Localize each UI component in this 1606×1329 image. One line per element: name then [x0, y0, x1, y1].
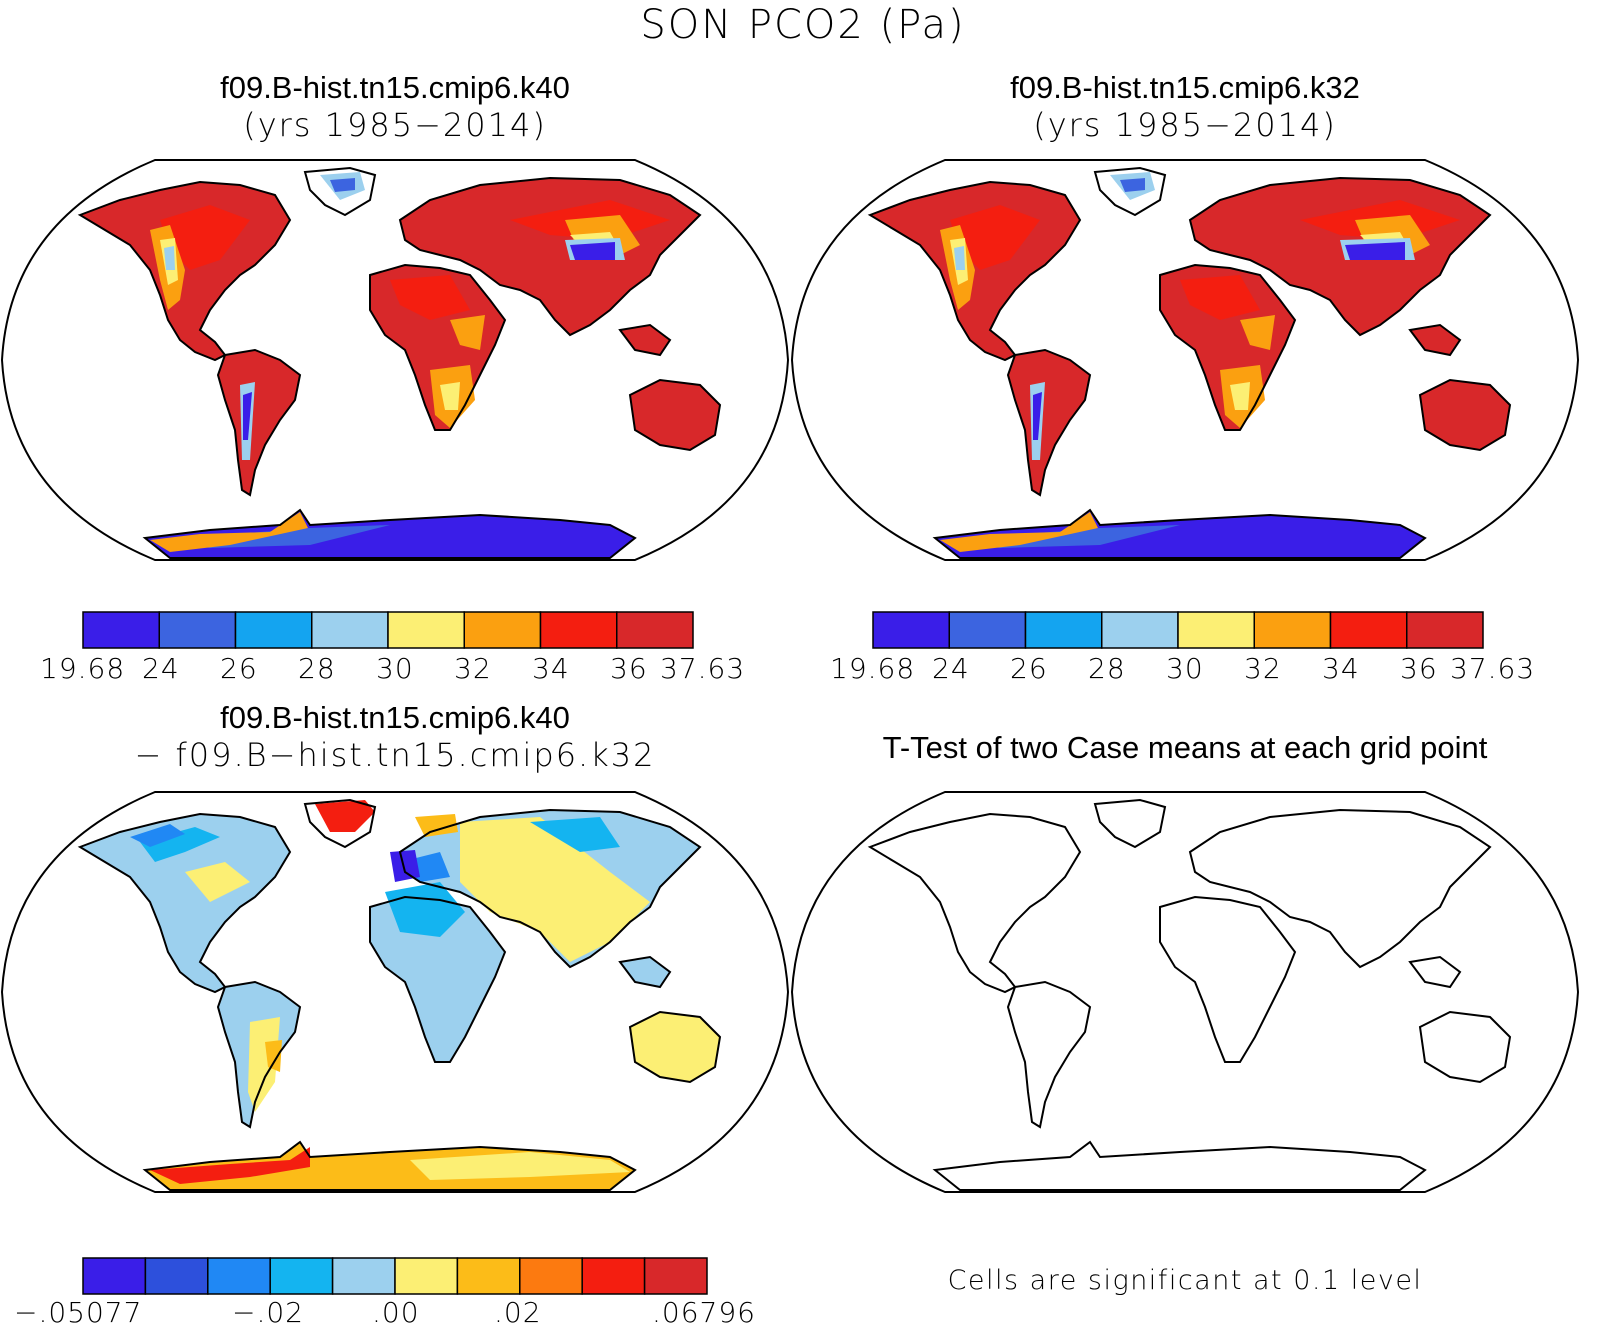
colorbar-2-tick-8: 37.63 — [1450, 652, 1536, 685]
colorbar-3-swatch-4 — [331, 1257, 396, 1295]
colorbar-2-swatch-7 — [1406, 611, 1484, 649]
colorbar-3-swatch-6 — [456, 1257, 521, 1295]
colorbar-3-swatch-0 — [82, 1257, 147, 1295]
colorbar-2-tick-2: 26 — [1010, 652, 1048, 685]
colorbar-3-swatch-5 — [394, 1257, 459, 1295]
figure-title: SON PCO2 (Pa) — [640, 2, 966, 48]
colorbar-1-svg — [82, 611, 694, 649]
colorbar-1-tick-8: 37.63 — [660, 652, 746, 685]
panel-1-title: f09.B-hist.tn15.cmip6.k40 (yrs 1985−2014… — [0, 70, 790, 144]
colorbar-3-swatch-2 — [207, 1257, 271, 1295]
colorbar-2-swatch-4 — [1177, 611, 1255, 649]
colorbar-3-swatch-3 — [269, 1257, 334, 1295]
colorbar-1 — [82, 611, 712, 654]
colorbar-3-swatch-9 — [643, 1257, 708, 1295]
colorbar-2-tick-6: 34 — [1322, 652, 1360, 685]
colorbar-3-swatch-8 — [581, 1257, 646, 1295]
panel-3-title-line1: f09.B-hist.tn15.cmip6.k40 — [220, 700, 570, 735]
significance-note: Cells are significant at 0.1 level — [947, 1265, 1423, 1296]
panel-3-map-svg — [0, 791, 790, 1193]
colorbar-1-swatch-6 — [539, 611, 618, 649]
colorbar-2-tick-0: 19.68 — [830, 652, 916, 685]
colorbar-3-tick-0: −.05077 — [14, 1296, 143, 1329]
panel-3-map — [0, 790, 792, 1194]
colorbar-2-swatch-0 — [872, 611, 950, 649]
colorbar-3-tick-4: .06796 — [652, 1296, 756, 1329]
colorbar-2-tick-7: 36 — [1400, 652, 1438, 685]
colorbar-2-swatch-6 — [1329, 611, 1408, 649]
colorbar-2-swatch-1 — [948, 611, 1027, 649]
panel-2-title: f09.B-hist.tn15.cmip6.k32 (yrs 1985−2014… — [790, 70, 1580, 144]
colorbar-2-tick-3: 28 — [1088, 652, 1126, 685]
panel-1-title-line1: f09.B-hist.tn15.cmip6.k40 — [220, 70, 570, 105]
panel-4-map — [790, 790, 1582, 1194]
panel-4-title: T-Test of two Case means at each grid po… — [790, 730, 1580, 766]
colorbar-2-tick-1: 24 — [932, 652, 970, 685]
panel-2-title-line2: (yrs 1985−2014) — [1033, 106, 1337, 144]
colorbar-1-swatch-0 — [82, 611, 160, 649]
colorbar-2-swatch-3 — [1101, 611, 1179, 649]
colorbar-2-tick-5: 32 — [1244, 652, 1282, 685]
colorbar-3-tick-3: .02 — [494, 1296, 542, 1329]
colorbar-1-swatch-2 — [234, 611, 313, 649]
colorbar-1-tick-1: 24 — [142, 652, 180, 685]
colorbar-2-svg — [872, 611, 1484, 649]
colorbar-3-swatch-1 — [144, 1257, 209, 1295]
panel-2-map-svg — [790, 159, 1580, 561]
panel-1-map-svg — [0, 159, 790, 561]
colorbar-2-tick-4: 30 — [1166, 652, 1204, 685]
colorbar-1-tick-4: 30 — [376, 652, 414, 685]
colorbar-1-tick-2: 26 — [220, 652, 258, 685]
colorbar-3-tick-1: −.02 — [232, 1296, 304, 1329]
colorbar-3 — [82, 1257, 722, 1300]
colorbar-2-swatch-5 — [1253, 611, 1332, 649]
colorbar-1-swatch-5 — [463, 611, 542, 649]
colorbar-1-swatch-4 — [387, 611, 465, 649]
panel-4-map-svg — [790, 791, 1580, 1193]
colorbar-1-tick-0: 19.68 — [40, 652, 126, 685]
colorbar-1-swatch-1 — [158, 611, 237, 649]
colorbar-2-ticks: 19.68 24 26 28 30 32 34 36 37.63 — [790, 652, 1580, 688]
panel-2-map — [790, 158, 1582, 562]
colorbar-3-tick-2: .00 — [372, 1296, 420, 1329]
colorbar-1-tick-7: 36 — [610, 652, 648, 685]
colorbar-1-swatch-7 — [616, 611, 694, 649]
colorbar-3-ticks: −.05077 −.02 .00 .02 .06796 — [0, 1296, 790, 1329]
colorbar-1-tick-6: 34 — [532, 652, 570, 685]
panel-2-title-line1: f09.B-hist.tn15.cmip6.k32 — [1010, 70, 1360, 105]
colorbar-2 — [872, 611, 1502, 654]
panel-1-map — [0, 158, 792, 562]
colorbar-3-svg — [82, 1257, 708, 1295]
colorbar-1-tick-5: 32 — [454, 652, 492, 685]
colorbar-3-swatch-7 — [519, 1257, 583, 1295]
panel-1-title-line2: (yrs 1985−2014) — [243, 106, 547, 144]
panel-3-title-line2: − f09.B−hist.tn15.cmip6.k32 — [134, 736, 656, 774]
panel-3-title: f09.B-hist.tn15.cmip6.k40 − f09.B−hist.t… — [0, 700, 790, 774]
panel-4-title-line1: T-Test of two Case means at each grid po… — [882, 730, 1488, 765]
colorbar-1-tick-3: 28 — [298, 652, 336, 685]
colorbar-1-swatch-3 — [311, 611, 389, 649]
colorbar-2-swatch-2 — [1024, 611, 1103, 649]
colorbar-1-ticks: 19.68 24 26 28 30 32 34 36 37.63 — [0, 652, 790, 688]
